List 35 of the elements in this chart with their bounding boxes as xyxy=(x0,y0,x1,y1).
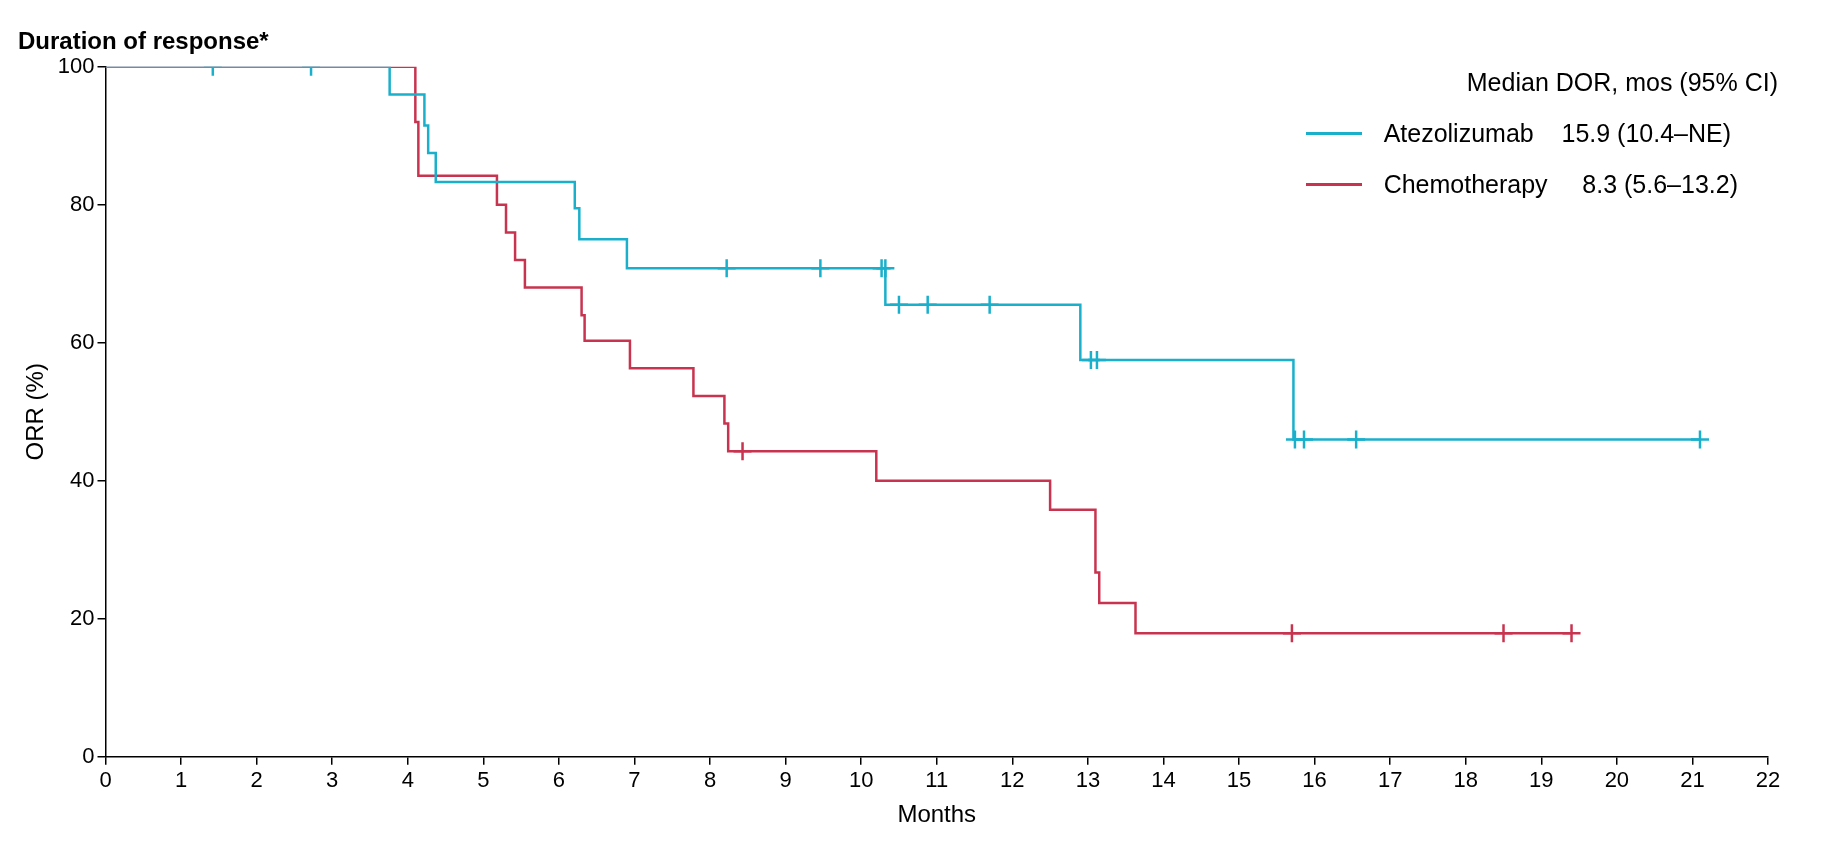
y-tick-label: 60 xyxy=(70,328,95,354)
x-tick-label: 20 xyxy=(1604,767,1630,793)
legend-label: Atezolizumab 15.9 (10.4–NE) xyxy=(1383,119,1732,148)
x-tick-label: 15 xyxy=(1226,767,1252,793)
x-tick-label: 19 xyxy=(1529,767,1554,793)
legend-label: Chemotherapy 8.3 (5.6–13.2) xyxy=(1383,170,1738,199)
x-tick-label: 9 xyxy=(779,767,792,793)
y-tick-label: 0 xyxy=(82,742,95,768)
x-tick-label: 21 xyxy=(1680,767,1705,793)
legend-title: Median DOR, mos (95% CI) xyxy=(1465,68,1778,97)
x-tick-label: 3 xyxy=(326,767,339,793)
x-tick-label: 13 xyxy=(1075,767,1101,793)
y-axis-title: ORR (%) xyxy=(21,363,49,461)
x-tick-label: 2 xyxy=(250,767,263,793)
y-tick-label: 20 xyxy=(70,604,95,630)
x-tick-label: 14 xyxy=(1151,767,1176,793)
x-tick-label: 6 xyxy=(552,767,566,793)
x-tick-label: 7 xyxy=(628,767,641,793)
x-tick-label: 12 xyxy=(1000,767,1025,793)
x-axis-title: Months xyxy=(897,800,977,828)
x-tick-label: 16 xyxy=(1302,767,1327,793)
chart-title: Duration of response* xyxy=(18,27,270,55)
x-tick-label: 4 xyxy=(401,767,414,793)
x-tick-label: 18 xyxy=(1453,767,1478,793)
x-tick-label: 17 xyxy=(1377,767,1403,793)
x-tick-label: 10 xyxy=(848,767,874,793)
x-tick-label: 5 xyxy=(477,767,490,793)
x-tick-label: 8 xyxy=(703,767,717,793)
y-tick-label: 40 xyxy=(70,466,95,492)
x-tick-label: 1 xyxy=(174,767,188,793)
y-tick-label: 100 xyxy=(57,52,95,78)
x-tick-label: 0 xyxy=(99,767,112,793)
x-tick-label: 22 xyxy=(1755,767,1781,793)
x-tick-label: 11 xyxy=(925,767,949,793)
y-tick-label: 80 xyxy=(70,190,95,216)
